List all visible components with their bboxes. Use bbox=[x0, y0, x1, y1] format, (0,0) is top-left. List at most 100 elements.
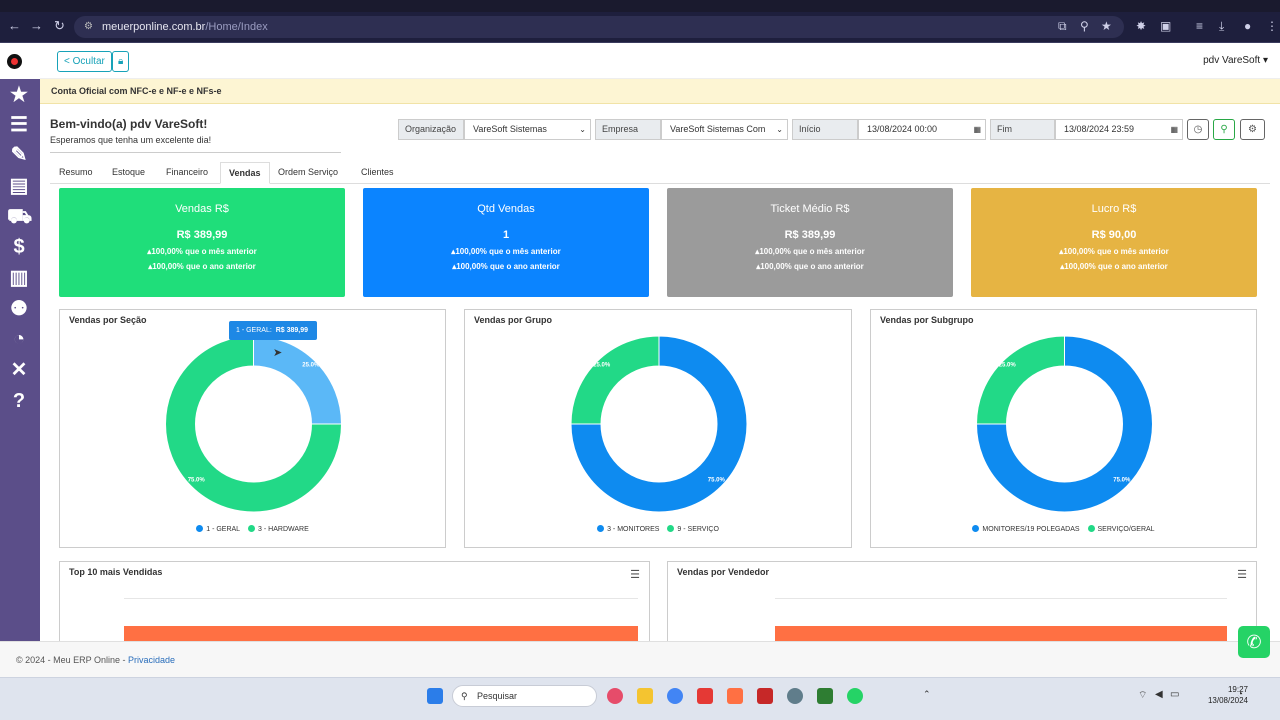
car-icon[interactable]: ⛟ bbox=[7, 206, 33, 228]
privacy-link[interactable]: Privacidade bbox=[128, 655, 176, 665]
legend-item[interactable]: 3 - HARDWARE bbox=[248, 525, 309, 533]
notification-bell-icon[interactable]: ◔ bbox=[1237, 689, 1244, 700]
boxes-icon[interactable]: ▤ bbox=[9, 175, 29, 197]
browser-menu-icon[interactable]: ⋮ bbox=[1266, 19, 1278, 33]
app-icon[interactable] bbox=[817, 688, 833, 704]
search-icon: ⚲ bbox=[1220, 124, 1228, 135]
profile-icon[interactable]: ● bbox=[1244, 19, 1252, 33]
caret-down-icon: ▾ bbox=[1262, 55, 1268, 66]
empresa-label: Empresa bbox=[595, 119, 661, 140]
site-settings-icon[interactable]: ⚙ bbox=[84, 21, 93, 32]
tab-resumo[interactable]: Resumo bbox=[59, 167, 93, 177]
donut-slice[interactable] bbox=[570, 335, 660, 425]
volume-icon[interactable]: ◀ bbox=[1155, 689, 1163, 700]
file-explorer-icon[interactable] bbox=[637, 688, 653, 704]
system-clock[interactable]: 19:27 13/08/2024 bbox=[1208, 684, 1248, 706]
bookmark-star-icon[interactable]: ★ bbox=[1101, 19, 1112, 33]
open-in-app-icon[interactable]: ⧉ bbox=[1058, 19, 1067, 33]
office-icon[interactable] bbox=[727, 688, 743, 704]
org-select[interactable]: VareSoft Sistemas ⌄ bbox=[464, 119, 591, 140]
edit-icon[interactable]: ✎ bbox=[10, 144, 28, 166]
user-name: pdv VareSoft bbox=[1203, 55, 1261, 66]
sidebar: ★ ☰ ✎ ▤ ⛟ $ ▥ ⚉ ◔ ✕ ? bbox=[0, 43, 40, 641]
chart-title: Top 10 mais Vendidas bbox=[69, 567, 163, 577]
up-arrow-icon: ▴ bbox=[148, 262, 153, 271]
chart-panel-grupo: Vendas por Grupo 75.0% 25.0% 3 - MONITORE… bbox=[464, 309, 852, 548]
legend-item[interactable]: 9 - SERVIÇO bbox=[667, 525, 719, 533]
whatsapp-taskbar-icon[interactable] bbox=[847, 688, 863, 704]
empresa-select[interactable]: VareSoft Sistemas Com ⌄ bbox=[661, 119, 788, 140]
donut-chart-secao: 25.0% 75.0% bbox=[165, 335, 343, 513]
tab-clientes[interactable]: Clientes bbox=[361, 167, 394, 177]
help-icon[interactable]: ? bbox=[12, 390, 26, 412]
pie-chart-icon[interactable]: ◔ bbox=[12, 328, 26, 350]
up-arrow-icon: ▴ bbox=[755, 247, 760, 256]
tab-estoque[interactable]: Estoque bbox=[112, 167, 146, 177]
hamburger-menu-icon[interactable]: ☰ bbox=[630, 569, 640, 581]
windows-start-icon[interactable] bbox=[427, 688, 443, 704]
back-icon[interactable]: ← bbox=[8, 18, 21, 33]
chrome-icon[interactable] bbox=[667, 688, 683, 704]
calendar-icon[interactable]: ▦ bbox=[1170, 125, 1178, 134]
legend-label: 1 - GERAL bbox=[206, 526, 241, 533]
opera-icon[interactable] bbox=[607, 688, 623, 704]
download-icon[interactable]: ⤓ bbox=[1219, 19, 1225, 33]
tools-icon[interactable]: ✕ bbox=[10, 359, 28, 381]
network-icon[interactable] bbox=[787, 688, 803, 704]
battery-icon[interactable]: ▭ bbox=[1170, 689, 1180, 700]
star-icon[interactable]: ★ bbox=[10, 84, 28, 106]
wifi-icon[interactable]: ⌔ bbox=[1138, 690, 1148, 701]
tab-vendas[interactable]: Vendas bbox=[220, 162, 270, 184]
legend-item[interactable]: 3 - MONITORES bbox=[597, 525, 660, 533]
legend-item[interactable]: 1 - GERAL bbox=[196, 525, 241, 533]
lock-button[interactable]: 🔒︎ bbox=[112, 51, 130, 72]
donut-slice[interactable] bbox=[253, 335, 343, 425]
kpi-month-compare: 100,00% que o mês anterior bbox=[1063, 247, 1169, 256]
search-button[interactable]: ⚲ bbox=[1213, 119, 1235, 140]
dollar-icon[interactable]: $ bbox=[13, 236, 25, 258]
welcome-block: Bem-vindo(a) pdv VareSoft! Esperamos que… bbox=[50, 117, 341, 153]
legend-item[interactable]: SERVIÇO/GERAL bbox=[1087, 525, 1155, 533]
tool-icon[interactable] bbox=[757, 688, 773, 704]
legend-dot bbox=[1087, 525, 1095, 532]
inicio-date-input[interactable]: 13/08/2024 00:00 ▦ bbox=[858, 119, 986, 140]
donut-slice[interactable] bbox=[975, 335, 1153, 513]
donut-slice[interactable] bbox=[975, 335, 1065, 425]
up-arrow-icon: ▴ bbox=[756, 262, 761, 271]
slice-label: 75.0% bbox=[1113, 477, 1131, 483]
media-icon[interactable]: ≡ bbox=[1196, 19, 1204, 33]
whatsapp-button[interactable]: ✆ bbox=[1238, 626, 1270, 658]
anydesk-icon[interactable] bbox=[697, 688, 713, 704]
tray-chevron-icon[interactable]: ⌃ bbox=[923, 689, 931, 699]
legend-item[interactable]: MONITORES/19 POLEGADAS bbox=[972, 525, 1080, 533]
donut-slice[interactable] bbox=[570, 335, 748, 513]
hamburger-menu-icon[interactable]: ☰ bbox=[1237, 569, 1247, 581]
whatsapp-icon: ✆ bbox=[1246, 632, 1262, 652]
address-bar[interactable]: ⚙ meuerponline.com.br/Home/Index bbox=[74, 16, 1124, 38]
page-footer: © 2024 - Meu ERP Online - Privacidade bbox=[0, 641, 1280, 677]
kpi-year-compare: 100,00% que o ano anterior bbox=[152, 262, 256, 271]
extension-icon[interactable]: ✸ bbox=[1136, 19, 1147, 33]
users-icon[interactable]: ⚉ bbox=[10, 298, 28, 320]
settings-button[interactable]: ⚙ bbox=[1240, 119, 1265, 140]
hide-sidebar-button[interactable]: < Ocultar bbox=[57, 51, 112, 72]
extensions-puzzle-icon[interactable]: ▣ bbox=[1160, 19, 1172, 33]
up-arrow-icon: ▴ bbox=[1060, 262, 1065, 271]
kpi-card-qtd-vendas: Qtd Vendas 1 ▴100,00% que o mês anterior… bbox=[363, 188, 649, 297]
user-menu[interactable]: pdv VareSoft ▾ bbox=[1203, 55, 1268, 66]
reload-icon[interactable]: ↻ bbox=[54, 18, 65, 33]
calendar-icon[interactable]: ▦ bbox=[973, 125, 981, 134]
taskbar-search[interactable]: ⚲ Pesquisar bbox=[452, 685, 597, 707]
fim-date-input[interactable]: 13/08/2024 23:59 ▦ bbox=[1055, 119, 1183, 140]
list-icon[interactable]: ☰ bbox=[10, 114, 28, 136]
zoom-icon[interactable]: ⚲ bbox=[1080, 19, 1089, 33]
chart-panel-secao: Vendas por Seção 25.0% 75.0% 1 - GERAL 3 … bbox=[59, 309, 446, 548]
tab-financeiro[interactable]: Financeiro bbox=[166, 167, 209, 177]
briefcase-icon[interactable]: ▥ bbox=[9, 267, 29, 289]
forward-icon[interactable]: → bbox=[30, 18, 43, 33]
history-button[interactable]: ◷ bbox=[1187, 119, 1209, 140]
app-logo[interactable] bbox=[4, 51, 25, 72]
tab-ordem-servico[interactable]: Ordem Serviço bbox=[278, 167, 339, 177]
legend-label: 3 - MONITORES bbox=[607, 526, 660, 533]
legend-label: 3 - HARDWARE bbox=[258, 526, 309, 533]
